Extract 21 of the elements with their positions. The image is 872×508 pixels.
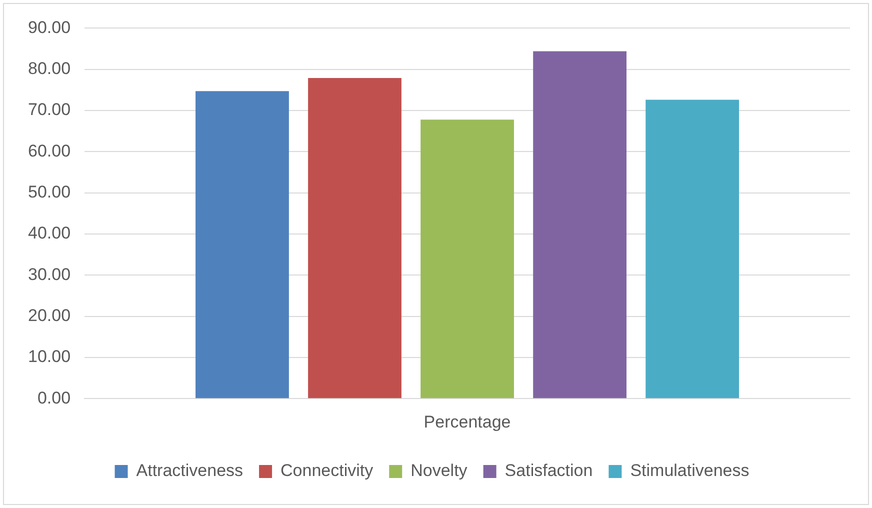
y-tick-label: 0.00 (37, 388, 71, 408)
y-tick-label: 90.00 (28, 18, 71, 37)
y-tick-label: 60.00 (28, 141, 71, 160)
y-tick-label: 10.00 (28, 347, 71, 366)
bar (420, 120, 514, 398)
x-tick-label: Percentage (424, 412, 511, 432)
y-tick-label: 40.00 (28, 224, 71, 243)
y-tick-label: 20.00 (28, 306, 71, 325)
bar (533, 51, 626, 398)
y-tick-label: 50.00 (28, 182, 71, 202)
legend-label: Satisfaction (504, 461, 593, 480)
y-tick-label: 70.00 (28, 100, 71, 120)
legend-label: Attractiveness (136, 461, 244, 480)
bar (646, 100, 740, 398)
legend-label: Connectivity (280, 461, 374, 480)
legend-label: Novelty (410, 461, 468, 480)
bar (196, 91, 289, 398)
bar (308, 78, 402, 398)
y-tick-label: 80.00 (28, 59, 71, 78)
legend-label: Stimulativeness (630, 461, 750, 480)
y-tick-label: 30.00 (28, 264, 71, 284)
